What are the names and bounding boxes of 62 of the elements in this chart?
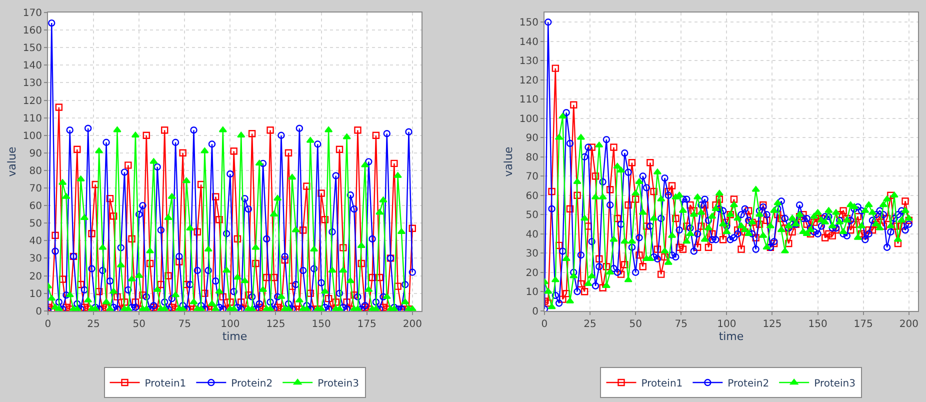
y-axis-title: value (502, 146, 516, 177)
x-tick-label: 0 (44, 318, 52, 330)
y-tick-label: 10 (526, 287, 538, 298)
y-axis-title: value (6, 146, 19, 177)
y-tick-label: 100 (519, 114, 538, 125)
y-tick-label: 20 (29, 271, 42, 282)
x-axis-title: time (718, 330, 744, 343)
y-tick-label: 150 (22, 43, 42, 54)
legend-label: Protein1 (641, 378, 683, 390)
x-tick-label: 75 (178, 318, 192, 330)
x-tick-label: 125 (762, 318, 782, 330)
legend-label: Protein2 (728, 378, 770, 390)
y-tick-label: 70 (29, 184, 42, 195)
x-axis-title: time (222, 330, 248, 343)
y-tick-label: 40 (526, 229, 538, 240)
legend-label: Protein1 (144, 378, 186, 390)
y-tick-label: 60 (526, 190, 538, 202)
x-tick-label: 200 (899, 318, 918, 330)
x-tick-label: 125 (266, 318, 286, 330)
y-tick-label: 160 (22, 26, 42, 37)
y-tick-label: 70 (526, 172, 538, 183)
y-tick-label: 110 (519, 94, 538, 106)
y-tick-label: 80 (29, 166, 42, 177)
y-tick-label: 0 (532, 306, 538, 318)
y-tick-label: 10 (29, 288, 42, 300)
y-tick-label: 30 (526, 248, 538, 260)
y-tick-label: 0 (36, 306, 42, 318)
x-tick-label: 50 (132, 318, 146, 330)
y-tick-label: 170 (22, 8, 42, 20)
y-tick-label: 140 (22, 60, 42, 72)
legend-label: Protein3 (318, 378, 360, 390)
y-tick-label: 40 (29, 236, 42, 248)
y-tick-label: 110 (22, 113, 42, 124)
x-tick-label: 25 (584, 318, 596, 330)
x-tick-label: 100 (717, 318, 736, 330)
y-tick-label: 20 (526, 268, 538, 279)
y-tick-label: 30 (29, 254, 42, 265)
y-tick-label: 140 (519, 36, 538, 48)
y-tick-label: 90 (29, 148, 42, 160)
x-tick-label: 150 (312, 318, 331, 330)
y-tick-label: 120 (519, 75, 538, 86)
x-tick-label: 0 (541, 318, 548, 330)
y-tick-label: 80 (526, 152, 538, 164)
y-tick-label: 50 (29, 218, 42, 230)
y-tick-label: 60 (29, 201, 42, 212)
x-tick-label: 50 (629, 318, 642, 330)
x-tick-label: 75 (674, 318, 688, 330)
y-tick-label: 130 (519, 56, 538, 68)
y-tick-label: 50 (526, 210, 538, 222)
legend-label: Protein3 (814, 378, 856, 390)
legend-label: Protein2 (231, 378, 273, 390)
x-tick-label: 25 (87, 318, 100, 330)
y-tick-label: 100 (22, 130, 42, 142)
x-tick-label: 100 (220, 318, 240, 330)
y-tick-label: 130 (22, 78, 42, 90)
x-tick-label: 200 (402, 318, 422, 330)
y-tick-label: 90 (526, 133, 538, 144)
y-tick-label: 150 (519, 18, 538, 29)
y-tick-label: 120 (22, 96, 42, 107)
x-tick-label: 175 (854, 318, 873, 330)
x-tick-label: 175 (357, 318, 376, 330)
x-tick-label: 150 (808, 318, 828, 330)
